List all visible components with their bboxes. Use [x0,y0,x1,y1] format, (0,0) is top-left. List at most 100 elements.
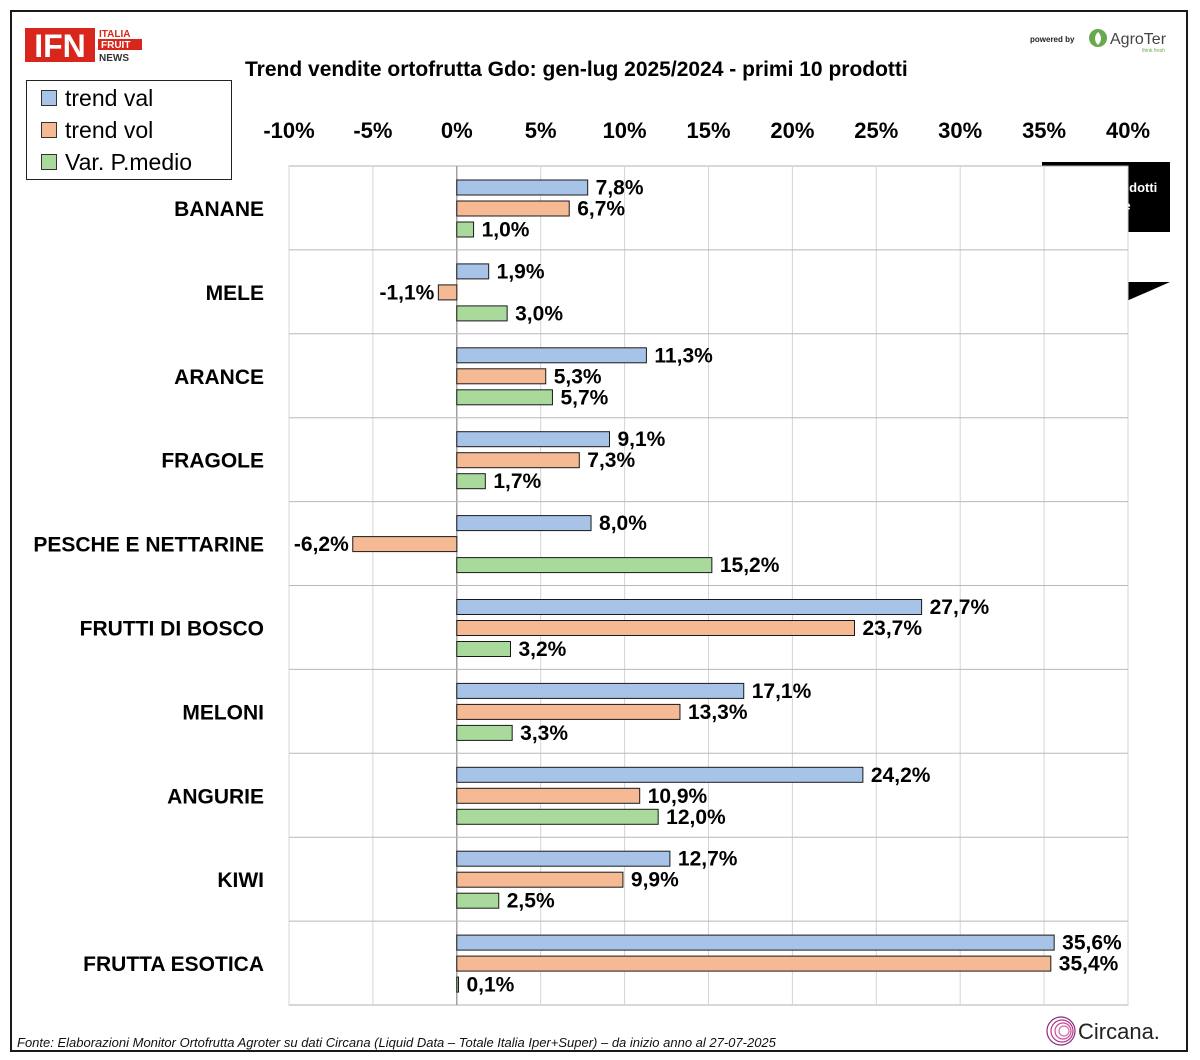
bar-trend-vol [456,620,855,636]
legend-swatch-trend-val [41,90,57,106]
data-label-trend-vol: 9,9% [631,869,679,892]
chart-title: Trend vendite ortofrutta Gdo: gen-lug 20… [245,58,908,81]
category-label: BANANE [174,198,264,221]
data-label-trend-val: 17,1% [752,680,812,703]
data-label-var-pmedio: 3,0% [515,302,563,325]
ifn-logo: IFN ITALIA FRUIT NEWS [25,28,142,64]
data-label-var-pmedio: 5,7% [560,386,608,409]
data-label-trend-vol: 5,3% [554,365,602,388]
data-label-trend-val: 7,8% [596,177,644,200]
legend-swatch-var-pmedio [41,154,57,170]
data-label-trend-val: 1,9% [497,260,545,283]
x-tick-label: -5% [353,118,392,143]
x-tick-label: 5% [525,118,557,143]
data-label-trend-val: 12,7% [678,848,738,871]
bar-var-pmedio [456,557,713,574]
legend-item-trend-vol: trend vol [41,115,153,145]
bar-var-pmedio [456,892,500,909]
chart-frame [10,10,1188,1052]
ifn-logo-line-1: ITALIA [99,29,130,40]
data-label-var-pmedio: 3,2% [518,638,566,661]
bar-trend-val [456,682,745,699]
data-label-var-pmedio: 0,1% [466,974,514,997]
data-label-var-pmedio: 3,3% [520,722,568,745]
data-label-trend-val: 9,1% [617,428,665,451]
category-label: KIWI [217,869,264,892]
bar-trend-val [456,263,490,280]
data-label-trend-vol: 10,9% [648,785,708,808]
category-label: FRAGOLE [161,450,264,473]
agroter-name: AgroTer [1110,31,1167,48]
category-label: FRUTTA ESOTICA [83,953,264,976]
category-label: ANGURIE [167,785,264,808]
bar-trend-val [456,599,923,615]
data-label-var-pmedio: 1,0% [482,219,530,242]
legend: trend val trend vol Var. P.medio [26,80,232,180]
data-label-var-pmedio: 1,7% [493,470,541,493]
data-label-trend-val: 24,2% [871,764,931,787]
data-label-trend-val: 11,3% [654,344,713,367]
x-tick-label: 30% [938,118,982,143]
legend-swatch-trend-vol [41,122,57,138]
bar-trend-val [456,347,647,364]
x-tick-label: 10% [603,118,647,143]
ifn-logo-line-3: NEWS [99,53,129,64]
category-label: FRUTTI DI BOSCO [80,617,264,640]
legend-item-trend-val: trend val [41,83,153,113]
bar-var-pmedio [456,724,513,741]
data-label-trend-vol: -1,1% [379,281,434,304]
category-label: MELONI [182,701,264,724]
data-label-trend-vol: -6,2% [294,533,349,556]
agroter-tagline: think fresh [1142,48,1165,54]
x-tick-label: 35% [1022,118,1066,143]
bar-trend-val [456,850,671,867]
bar-trend-vol [456,368,547,385]
agroter-logo: powered by AgroTer think fresh [1030,29,1167,54]
x-tick-label: 20% [770,118,814,143]
bar-trend-val [456,179,589,196]
legend-label-var-pmedio: Var. P.medio [65,148,193,175]
bar-trend-vol [456,200,570,217]
bar-trend-val [456,515,592,532]
powered-by-text: powered by [1030,35,1075,44]
x-tick-label: 15% [686,118,730,143]
bar-var-pmedio [456,976,459,993]
data-label-trend-val: 35,6% [1062,932,1122,955]
legend-label-trend-vol: trend vol [65,116,154,143]
category-label: PESCHE E NETTARINE [33,534,264,557]
data-label-trend-val: 27,7% [930,596,990,619]
data-label-trend-vol: 13,3% [688,701,748,724]
bar-var-pmedio [456,641,511,657]
legend-label-trend-val: trend val [65,84,154,111]
x-tick-label: 25% [854,118,898,143]
circana-logo: Circana. [1046,1016,1160,1046]
bar-trend-val [456,766,864,783]
category-label: MELE [206,282,264,305]
bar-trend-vol [456,703,681,720]
bar-trend-vol [456,871,624,888]
category-label: ARANCE [174,366,264,389]
bar-trend-vol [456,955,1052,972]
x-tick-label: -10% [263,118,314,143]
bar-trend-vol [456,452,580,469]
x-tick-label: 40% [1106,118,1150,143]
bar-trend-vol [456,787,641,804]
circana-logo-text: Circana. [1078,1019,1160,1044]
ifn-logo-line-2: FRUIT [101,40,130,51]
data-label-var-pmedio: 15,2% [720,554,780,577]
data-label-trend-vol: 6,7% [577,198,625,221]
data-label-trend-vol: 23,7% [862,617,922,640]
bar-var-pmedio [456,389,553,406]
bar-var-pmedio [456,473,486,490]
data-label-trend-vol: 35,4% [1059,953,1119,976]
legend-item-var-pmedio: Var. P.medio [41,147,192,177]
x-tick-label: 0% [441,118,473,143]
data-label-trend-vol: 7,3% [587,449,635,472]
ifn-logo-text: IFN [34,28,86,64]
bar-trend-val [456,934,1055,951]
circana-swirl-icon [1046,1016,1076,1046]
bar-trend-vol [437,284,458,301]
bar-trend-val [456,431,610,448]
footer-source: Fonte: Elaborazioni Monitor Ortofrutta A… [17,1035,776,1050]
data-label-trend-val: 8,0% [599,512,647,535]
